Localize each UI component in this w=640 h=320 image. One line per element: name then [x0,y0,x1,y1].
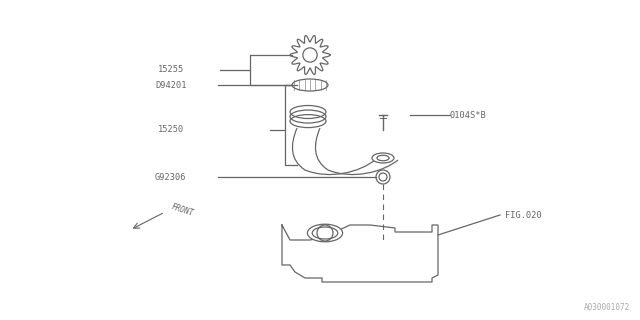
Ellipse shape [292,79,328,91]
Text: FIG.020: FIG.020 [505,211,541,220]
Ellipse shape [290,106,326,118]
Ellipse shape [307,224,342,242]
Ellipse shape [372,153,394,163]
Text: G92306: G92306 [155,172,186,181]
Text: A030001072: A030001072 [584,303,630,312]
Text: 15250: 15250 [158,125,184,134]
Ellipse shape [312,227,338,239]
Text: 0104S*B: 0104S*B [450,110,487,119]
Text: D94201: D94201 [155,81,186,90]
Polygon shape [290,36,330,75]
Ellipse shape [377,155,389,161]
Text: FRONT: FRONT [170,202,195,218]
Text: 15255: 15255 [158,66,184,75]
